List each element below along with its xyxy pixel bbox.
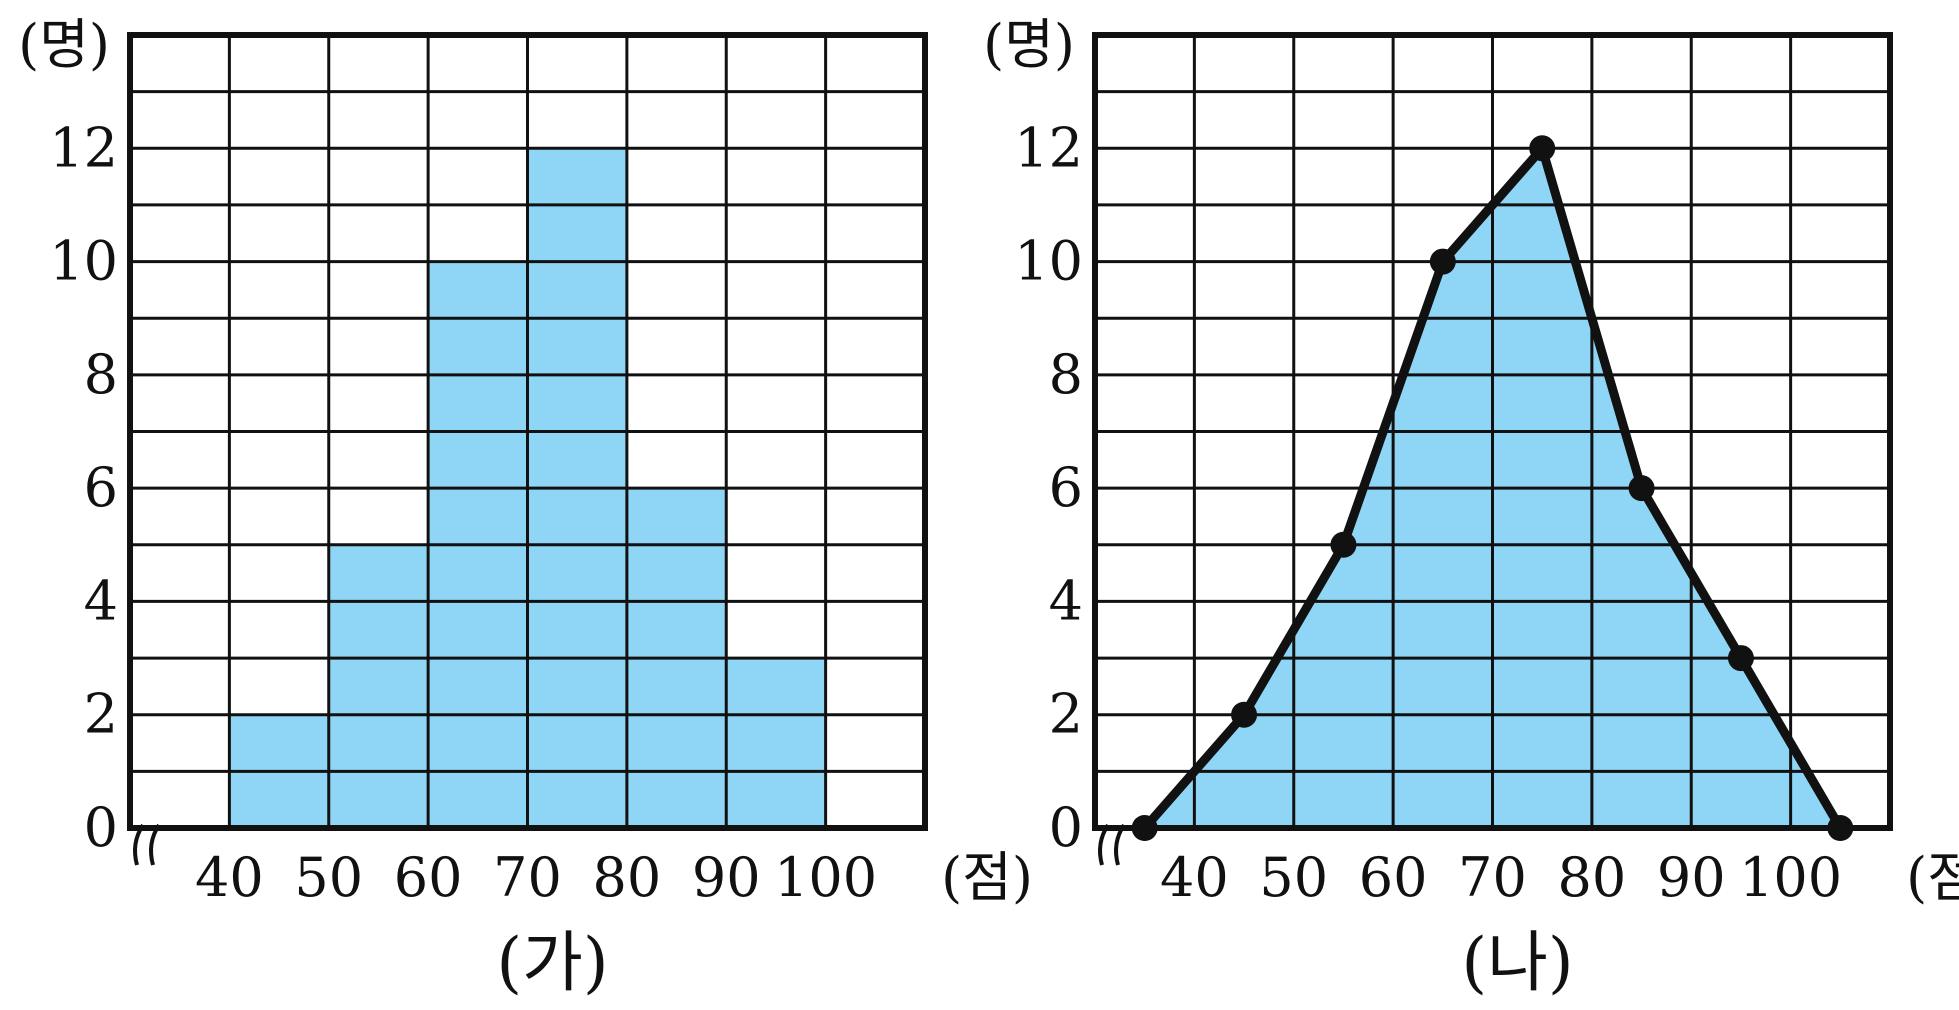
histogram-x-tick-40: 40	[195, 846, 264, 909]
polygon-axis-break-mark-1	[1098, 823, 1110, 866]
polygon-y-tick-2: 2	[1049, 683, 1083, 746]
polygon-point-35	[1131, 815, 1158, 841]
histogram-panel: 0 2 4 6 8 10 12 (명) 40 50 60 70 80 90 100 (점) (가)	[18, 13, 1033, 1001]
histogram-plot-frame	[127, 32, 928, 831]
polygon-x-tick-100: 100	[1739, 846, 1842, 909]
polygon-point-75	[1529, 135, 1556, 162]
polygon-y-tick-12: 12	[1014, 116, 1083, 179]
polygon-point-65	[1429, 248, 1456, 275]
histogram-x-tick-50: 50	[294, 846, 363, 909]
polygon-y-tick-6: 6	[1049, 456, 1083, 519]
polygon-point-55	[1330, 531, 1357, 558]
histogram-y-tick-6: 6	[84, 456, 118, 519]
polygon-axis-break-mark-2	[1114, 823, 1126, 866]
polygon-y-tick-8: 8	[1049, 343, 1083, 406]
bar-50~60	[328, 544, 429, 828]
histogram-x-unit: (점)	[941, 846, 1033, 909]
histogram-x-tick-80: 80	[593, 846, 662, 909]
histogram-x-tick-90: 90	[692, 846, 761, 909]
histogram-x-tick-70: 70	[493, 846, 562, 909]
polygon-y-tick-0: 0	[1049, 796, 1083, 859]
polygon-y-tick-10: 10	[1014, 230, 1083, 293]
polygon-x-tick-60: 60	[1359, 846, 1428, 909]
histogram-y-tick-10: 10	[49, 230, 118, 293]
histogram-axis-break-mark-1	[133, 823, 145, 866]
histogram-axis-break-mark-2	[149, 823, 161, 866]
polygon-point-95	[1727, 645, 1754, 672]
histogram-y-tick-12: 12	[49, 116, 118, 179]
polygon-x-unit: (점)	[1906, 846, 1959, 909]
histogram-y-tick-8: 8	[84, 343, 118, 406]
bar-90~100	[726, 658, 826, 828]
polygon-line	[1141, 143, 1845, 831]
polygon-point-85	[1628, 475, 1655, 502]
polygon-x-tick-90: 90	[1657, 846, 1726, 909]
polygon-x-tick-80: 80	[1558, 846, 1627, 909]
polygon-y-unit: (명)	[983, 13, 1075, 76]
polygon-x-tick-40: 40	[1160, 846, 1229, 909]
polygon-y-tick-4: 4	[1049, 569, 1083, 632]
polygon-caption: (나)	[1461, 924, 1573, 1001]
histogram-y-tick-4: 4	[84, 569, 118, 632]
histogram-x-tick-60: 60	[394, 846, 463, 909]
histogram-caption: (가)	[496, 924, 608, 1001]
polygon-point-105	[1827, 815, 1854, 841]
polygon-point-45	[1231, 701, 1258, 728]
polygon-plot-frame	[1092, 32, 1893, 831]
histogram-x-tick-100: 100	[774, 846, 877, 909]
histogram-y-unit: (명)	[18, 13, 110, 76]
histogram-y-tick-0: 0	[84, 796, 118, 859]
histogram-y-tick-2: 2	[84, 683, 118, 746]
polygon-x-tick-50: 50	[1259, 846, 1328, 909]
polygon-x-tick-70: 70	[1458, 846, 1527, 909]
